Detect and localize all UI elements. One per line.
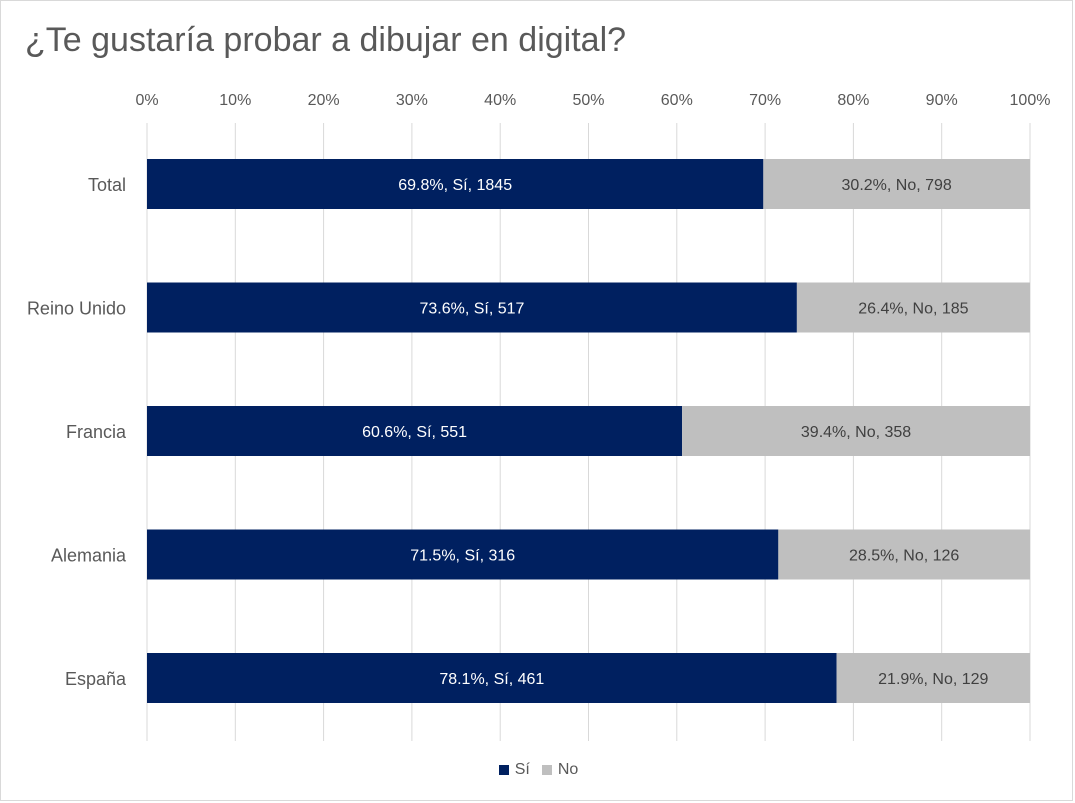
- bar-no: [682, 406, 1030, 456]
- x-tick-label: 100%: [1010, 92, 1051, 109]
- x-tick-label: 40%: [484, 92, 516, 109]
- x-tick-label: 90%: [926, 92, 958, 109]
- data-label: 78.1%, Sí, 461: [439, 671, 544, 688]
- x-tick-label: 70%: [749, 92, 781, 109]
- bar-si: [147, 406, 683, 456]
- chart-title: ¿Te gustaría probar a dibujar en digital…: [25, 21, 627, 59]
- bar-si: [147, 282, 797, 333]
- x-tick-label: 20%: [308, 92, 340, 109]
- data-label: 60.6%, Sí, 551: [362, 424, 467, 441]
- legend-label: Sí: [514, 761, 530, 778]
- bar-no: [763, 159, 1030, 209]
- category-label: Francia: [66, 422, 127, 442]
- legend-swatch: [541, 765, 552, 775]
- bar-si: [147, 529, 779, 580]
- category-label: Reino Unido: [27, 299, 126, 319]
- legend-label: No: [557, 761, 579, 778]
- bar-no: [836, 653, 1030, 703]
- x-tick-label: 30%: [396, 92, 428, 109]
- x-tick-label: 10%: [219, 92, 251, 109]
- data-label: 30.2%, No, 798: [842, 177, 952, 194]
- category-label: España: [65, 669, 127, 689]
- data-label: 39.4%, No, 358: [801, 424, 911, 441]
- legend: Sí No: [1, 761, 1075, 780]
- data-label: 73.6%, Sí, 517: [419, 301, 524, 318]
- data-label: 26.4%, No, 185: [858, 301, 968, 318]
- data-label: 71.5%, Sí, 316: [410, 548, 515, 565]
- data-label: 28.5%, No, 126: [849, 548, 959, 565]
- data-label: 69.8%, Sí, 1845: [398, 177, 512, 194]
- data-label: 21.9%, No, 129: [878, 671, 988, 688]
- legend-swatch: [498, 765, 509, 775]
- x-tick-label: 80%: [837, 92, 869, 109]
- bar-si: [147, 159, 764, 209]
- legend-item: No: [541, 761, 579, 779]
- category-label: Total: [88, 175, 126, 195]
- bar-no: [796, 282, 1030, 333]
- x-tick-label: 50%: [572, 92, 604, 109]
- plot-area: 0% 10% 20% 30% 40% 50% 60% 70% 80% 90% 100% 69.8%, …: [27, 92, 1051, 741]
- bar-si: [147, 653, 837, 703]
- bar-no: [778, 529, 1030, 580]
- category-label: Alemania: [51, 546, 127, 566]
- x-tick-label: 0%: [135, 92, 158, 109]
- legend-item: Sí: [498, 761, 530, 779]
- x-tick-label: 60%: [661, 92, 693, 109]
